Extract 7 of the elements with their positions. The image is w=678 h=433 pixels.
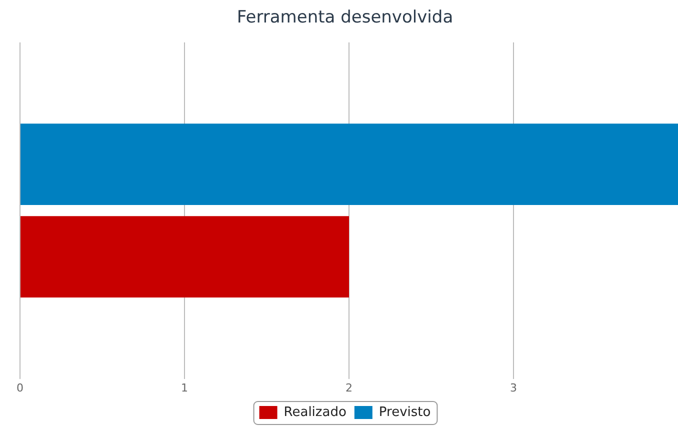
chart-title: Ferramenta desenvolvida (236, 8, 454, 28)
legend-label: Realizado (284, 404, 346, 420)
x-tick-label: 2 (346, 381, 352, 394)
x-tick-label: 0 (16, 381, 24, 394)
x-tick-label: 3 (510, 381, 517, 394)
x-tick-label: 1 (181, 381, 188, 394)
legend-label: Previsto (378, 404, 431, 420)
